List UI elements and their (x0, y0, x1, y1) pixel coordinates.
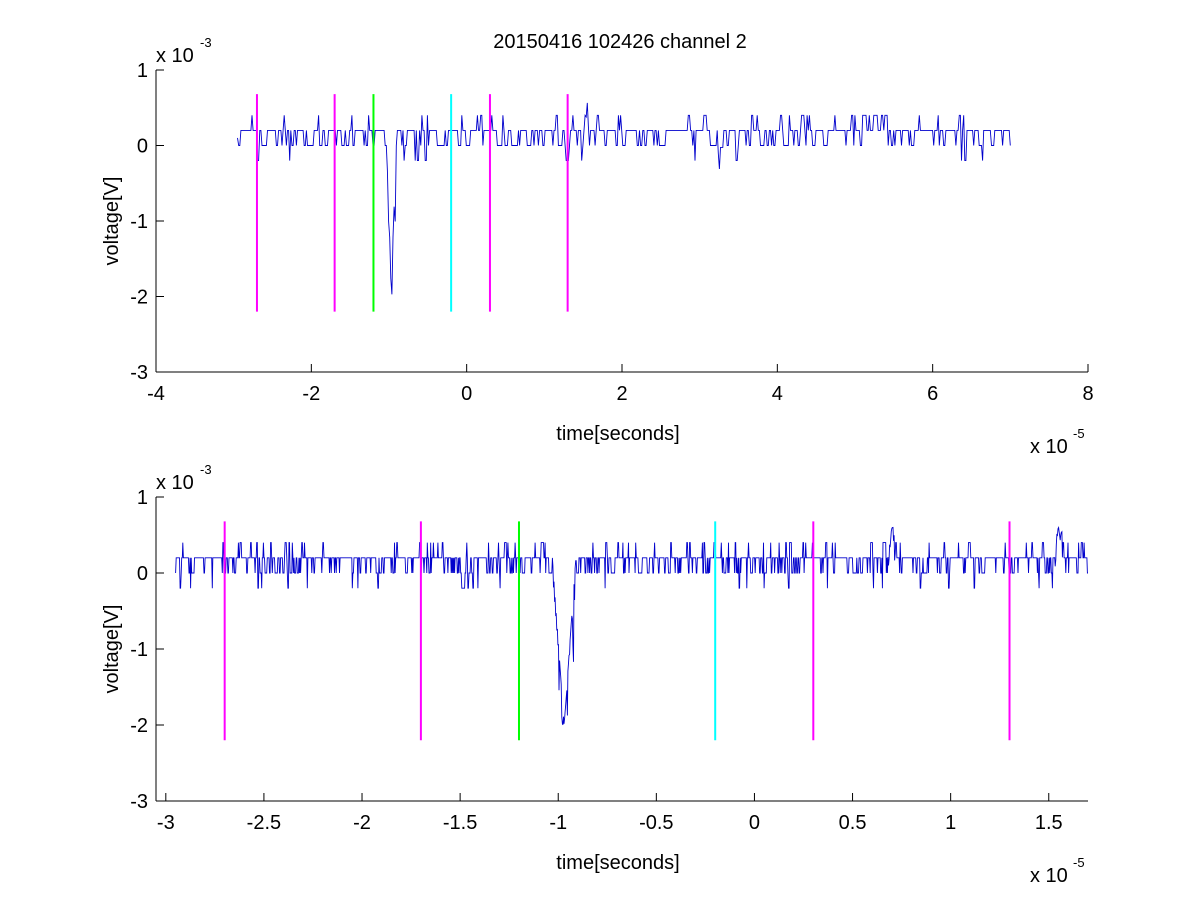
y-tick-label: 1 (137, 60, 148, 82)
signal-trace (237, 102, 1011, 295)
x-tick-label: 2 (616, 383, 627, 405)
x-tick-label: -2.5 (247, 812, 281, 834)
x-axis-label: time[seconds] (556, 852, 679, 874)
x-tick-label: -3 (157, 812, 175, 834)
x-tick-label: -1.5 (443, 812, 477, 834)
x-axis-label: time[seconds] (556, 423, 679, 445)
x-exponent-power: -5 (1073, 855, 1085, 870)
x-tick-label: 1.5 (1035, 812, 1063, 834)
y-exponent-label: x 10 (156, 472, 194, 494)
x-tick-label: -2 (353, 812, 371, 834)
x-tick-label: -1 (549, 812, 567, 834)
x-tick-label: -2 (302, 383, 320, 405)
top-subplot: -4 -2 0 2 4 6 8 -3 -2 -1 0 1 time[seconds] voltage[V]… (101, 35, 1094, 458)
signal-trace (175, 525, 1088, 726)
x-tick-label: 6 (927, 383, 938, 405)
y-tick-label: -2 (130, 287, 148, 309)
x-exponent-power: -5 (1073, 426, 1085, 441)
y-tick-label: -3 (130, 362, 148, 384)
y-axis-label: voltage[V] (101, 177, 123, 266)
figure-title: 20150416 102426 channel 2 (493, 31, 747, 53)
x-tick-label: 0 (461, 383, 472, 405)
x-exponent-label: x 10 (1030, 865, 1068, 887)
y-tick-label: -3 (130, 791, 148, 813)
y-exponent-power: -3 (200, 462, 212, 477)
x-tick-label: 1 (945, 812, 956, 834)
x-exponent-label: x 10 (1030, 436, 1068, 458)
y-tick-label: -1 (130, 211, 148, 233)
x-tick-label: -4 (147, 383, 165, 405)
x-tick-label: 4 (772, 383, 783, 405)
y-exponent-label: x 10 (156, 45, 194, 67)
x-tick-label: 0 (749, 812, 760, 834)
y-tick-label: 0 (137, 563, 148, 585)
y-tick-label: -2 (130, 715, 148, 737)
x-tick-label: 8 (1082, 383, 1093, 405)
y-tick-label: -1 (130, 639, 148, 661)
y-exponent-power: -3 (200, 35, 212, 50)
x-tick-label: 0.5 (839, 812, 867, 834)
x-tick-label: -0.5 (639, 812, 673, 834)
y-axis-label: voltage[V] (101, 605, 123, 694)
bottom-subplot: -3 -2.5 -2 -1.5 -1 -0.5 0 0.5 1 1.5 -3 -2 -1 0 1 time[s… (101, 462, 1088, 887)
y-tick-label: 1 (137, 487, 148, 509)
y-tick-label: 0 (137, 136, 148, 158)
